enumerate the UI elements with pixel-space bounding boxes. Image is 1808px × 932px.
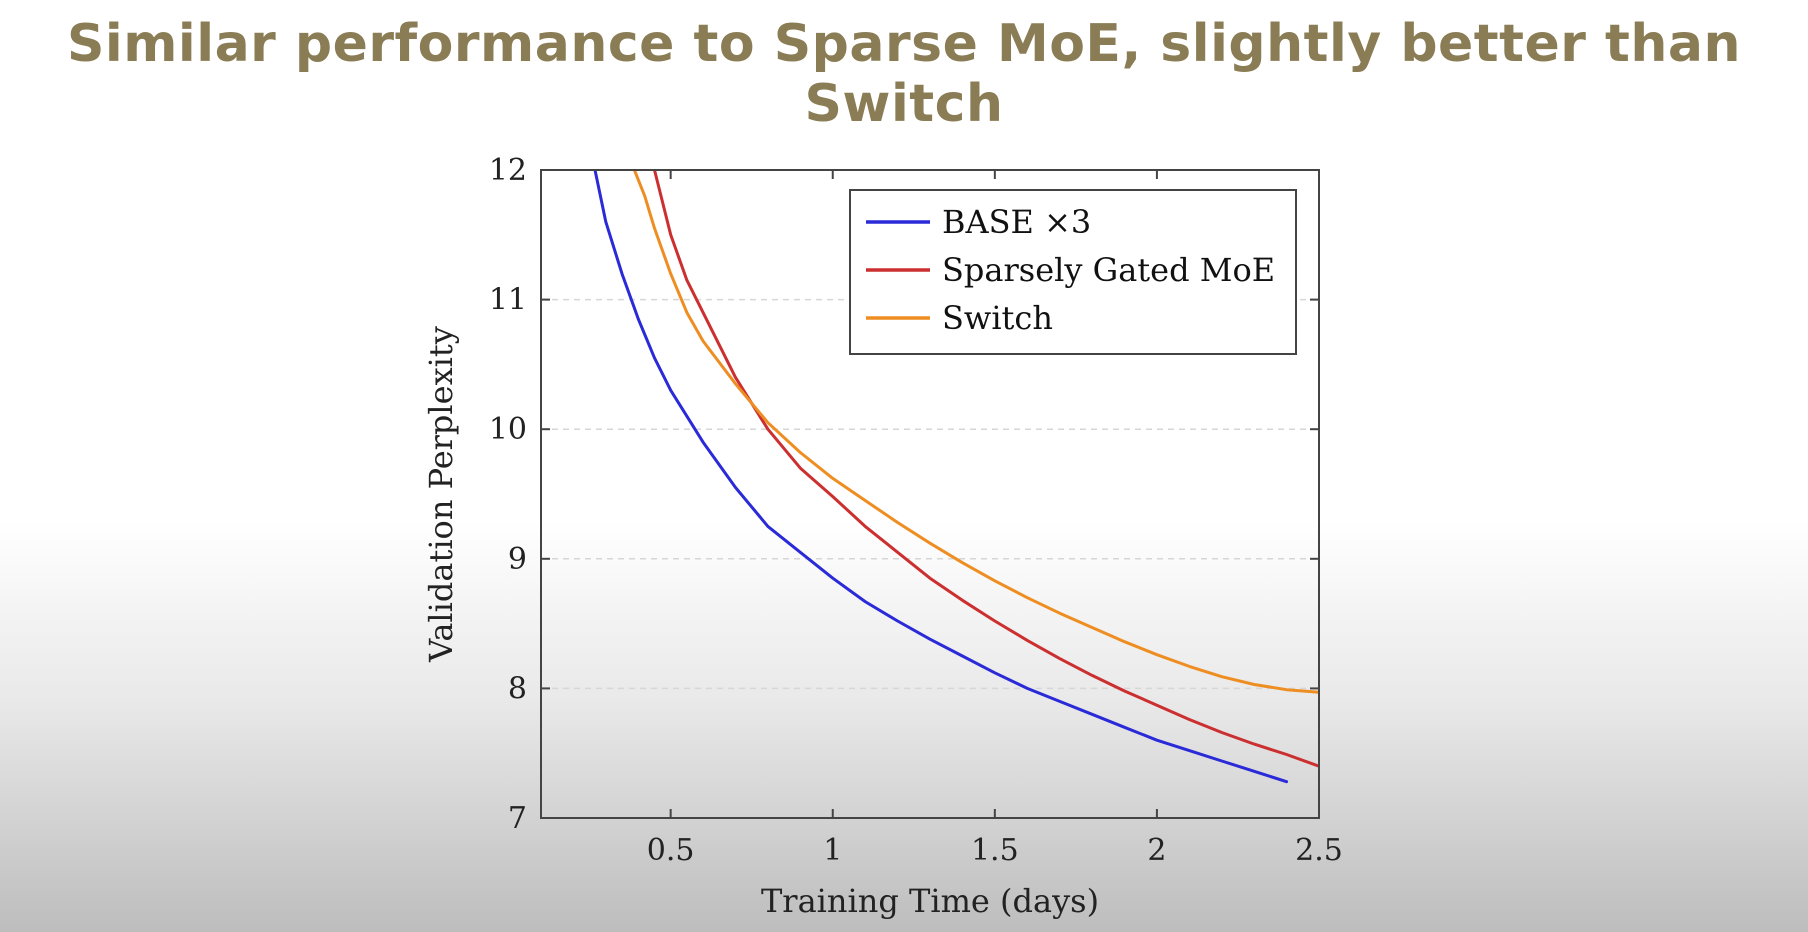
plot-frame xyxy=(540,169,1320,819)
grid-layer xyxy=(541,298,1319,690)
x-axis-label: Training Time (days) xyxy=(761,882,1099,920)
legend-label-2: Switch xyxy=(942,299,1053,337)
y-tick-label: 10 xyxy=(489,412,527,447)
series-line-1 xyxy=(652,170,1319,768)
y-tick-label: 9 xyxy=(508,542,527,577)
y-tick-label: 11 xyxy=(489,283,527,318)
y-axis-label: Validation Perplexity xyxy=(422,326,460,663)
y-tick-label: 7 xyxy=(508,801,527,836)
x-tick-label: 2 xyxy=(1147,833,1166,868)
slide-title: Similar performance to Sparse MoE, sligh… xyxy=(66,14,1742,134)
x-tick-label: 0.5 xyxy=(647,833,695,868)
x-tick-label: 2.5 xyxy=(1295,833,1343,868)
legend: BASE ×3 Sparsely Gated MoE Switch xyxy=(849,189,1297,355)
series-layer xyxy=(593,170,1319,784)
x-tick-label: 1 xyxy=(823,833,842,868)
legend-label-0: BASE ×3 xyxy=(942,203,1091,241)
series-line-0 xyxy=(593,170,1289,784)
series-line-2 xyxy=(632,170,1319,694)
y-tick-label: 8 xyxy=(508,671,527,706)
tick-layer: 7 8 9 10 11 12 0.5 1 1.5 2 2.5 xyxy=(489,153,1343,868)
y-tick-label: 12 xyxy=(489,153,527,188)
legend-box xyxy=(849,189,1297,355)
legend-label-1: Sparsely Gated MoE xyxy=(942,251,1275,289)
x-tick-label: 1.5 xyxy=(971,833,1019,868)
